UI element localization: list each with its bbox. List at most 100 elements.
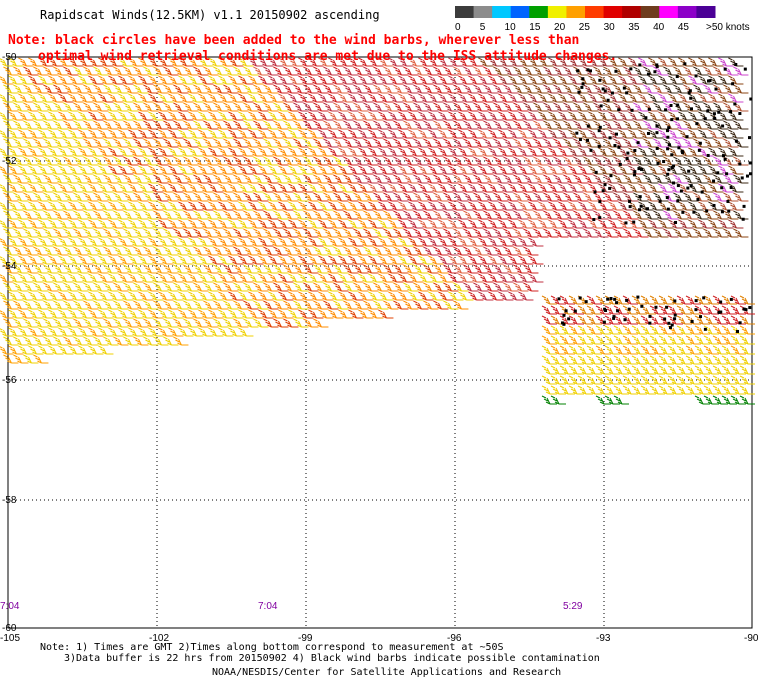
wind-barb	[553, 66, 569, 76]
wind-barb	[498, 237, 514, 247]
quality-flag-dot	[721, 154, 725, 158]
wind-barb	[243, 66, 259, 76]
wind-barb	[8, 291, 24, 301]
quality-flag-dot	[615, 132, 619, 136]
wind-barb	[658, 325, 674, 335]
wind-barb	[288, 309, 304, 319]
quality-flag-dot	[648, 321, 652, 325]
wind-barb	[730, 335, 746, 345]
wind-barb	[138, 201, 154, 211]
wind-barb	[23, 84, 39, 94]
wind-barb	[418, 75, 434, 85]
wind-barb	[721, 315, 737, 325]
wind-barb	[393, 264, 409, 274]
wind-barb	[543, 84, 559, 94]
wind-barb	[133, 264, 149, 274]
wind-barb	[348, 147, 364, 157]
wind-barb	[543, 174, 559, 184]
wind-barb	[408, 129, 424, 139]
wind-barb	[23, 174, 39, 184]
wind-barb	[138, 165, 154, 175]
wind-barb	[433, 84, 449, 94]
wind-barb	[623, 102, 639, 112]
wind-barb	[718, 93, 734, 103]
quality-flag-dot	[581, 82, 585, 86]
wind-barb	[541, 345, 557, 355]
wind-barb	[413, 156, 429, 166]
wind-barb	[248, 201, 264, 211]
wind-barb	[238, 147, 254, 157]
wind-barb	[268, 111, 284, 121]
wind-barb	[418, 291, 434, 301]
wind-barb	[188, 183, 204, 193]
wind-barb	[298, 93, 314, 103]
wind-barb	[568, 147, 584, 157]
wind-barb	[33, 264, 49, 274]
wind-barb	[218, 255, 234, 265]
wind-barb	[673, 138, 689, 148]
wind-barb	[438, 219, 454, 229]
quality-flag-dot	[713, 116, 717, 120]
wind-barb	[388, 219, 404, 229]
wind-barb	[188, 57, 204, 67]
quality-flag-dot	[716, 171, 720, 175]
wind-barb	[658, 315, 674, 325]
wind-barb	[698, 75, 714, 85]
wind-barb	[203, 156, 219, 166]
wind-barb	[443, 138, 459, 148]
wind-barb	[538, 129, 554, 139]
wind-barb	[428, 165, 444, 175]
wind-barb	[313, 120, 329, 130]
wind-barb	[423, 84, 439, 94]
wind-barb	[604, 335, 620, 345]
wind-barb	[303, 174, 319, 184]
quality-flag-dot	[702, 296, 706, 300]
wind-barb	[3, 354, 19, 364]
wind-barb	[728, 93, 744, 103]
wind-barb	[268, 273, 284, 283]
wind-barb	[694, 345, 710, 355]
wind-barb	[113, 264, 129, 274]
wind-barb	[703, 138, 719, 148]
wind-barb	[58, 345, 74, 355]
wind-barb	[343, 138, 359, 148]
wind-barb	[113, 318, 129, 328]
wind-barb	[676, 315, 692, 325]
wind-barb	[28, 255, 44, 265]
wind-barb	[703, 355, 719, 365]
wind-barb	[253, 138, 269, 148]
wind-barb	[631, 305, 647, 315]
wind-barb	[638, 129, 654, 139]
wind-barb	[78, 183, 94, 193]
wind-barb	[623, 120, 639, 130]
wind-barb	[253, 300, 269, 310]
wind-barb	[668, 165, 684, 175]
wind-barb	[541, 395, 557, 405]
wind-barb	[78, 93, 94, 103]
wind-barb	[438, 147, 454, 157]
wind-barb	[168, 327, 184, 337]
wind-barb	[493, 66, 509, 76]
wind-barb	[358, 237, 374, 247]
wind-barb	[53, 264, 69, 274]
wind-barb	[640, 365, 656, 375]
wind-barb	[718, 219, 734, 229]
wind-barb	[577, 305, 593, 315]
wind-barb	[253, 156, 269, 166]
quality-flag-dot	[672, 164, 676, 168]
wind-barb	[0, 112, 14, 121]
wind-barb	[478, 57, 494, 67]
wind-barb	[513, 84, 529, 94]
wind-barb	[298, 201, 314, 211]
wind-barb	[358, 93, 374, 103]
quality-flag-dot	[734, 139, 738, 143]
wind-barb	[708, 93, 724, 103]
wind-barb	[683, 120, 699, 130]
wind-barb	[553, 228, 569, 238]
quality-flag-dot	[696, 197, 700, 201]
pass-time-label: 5:29	[563, 601, 583, 612]
footnote-line-2: 3)Data buffer is 22 hrs from 20150902 4)…	[64, 653, 600, 664]
quality-flag-dot	[748, 306, 752, 310]
wind-barb	[278, 147, 294, 157]
wind-barb	[28, 309, 44, 319]
